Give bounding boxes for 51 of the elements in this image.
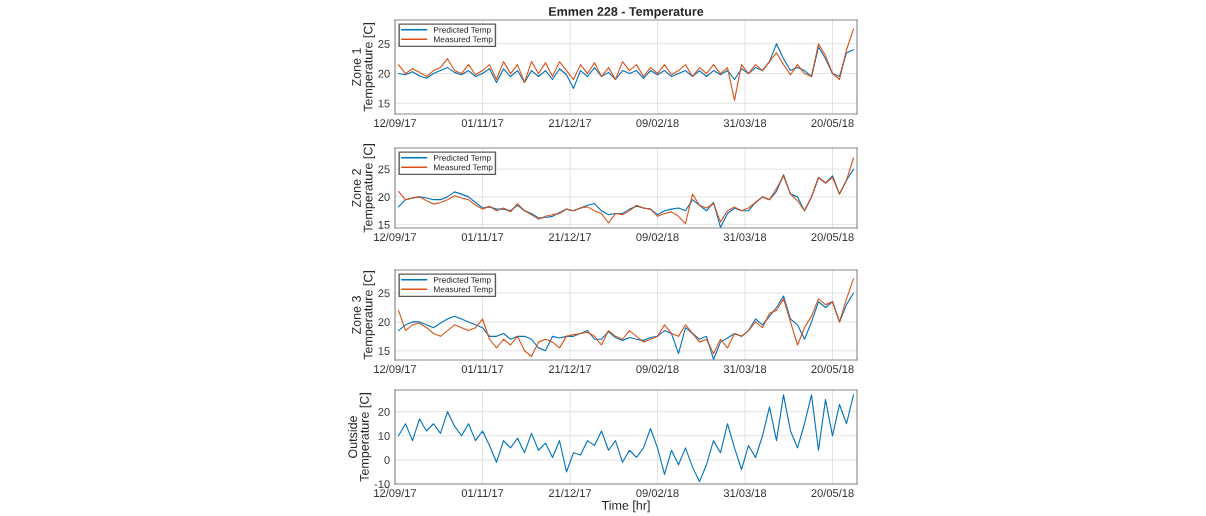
x-tick-label: 31/03/18 xyxy=(723,118,767,128)
x-tick-label: 20/05/18 xyxy=(811,118,854,128)
chart-title: Emmen 228 - Temperature xyxy=(549,7,704,19)
y-tick-label: 15 xyxy=(378,347,390,355)
y-axis-title: Zone 3 Temperature [C] xyxy=(352,271,375,360)
x-tick-label: 09/02/18 xyxy=(636,232,679,242)
legend-label: Predicted Temp xyxy=(434,276,491,285)
x-tick-label: 20/05/18 xyxy=(811,364,854,374)
legend-label: Measured Temp xyxy=(434,286,493,294)
x-tick-label: 20/05/18 xyxy=(811,488,854,498)
x-tick-label: 31/03/18 xyxy=(723,232,767,242)
y-tick-label: 25 xyxy=(378,289,390,298)
x-tick-label: 12/09/17 xyxy=(374,232,417,242)
legend-label: Predicted Temp xyxy=(434,26,491,35)
line-series xyxy=(397,28,855,101)
x-tick-label: 09/02/18 xyxy=(636,488,679,498)
x-tick-label: 12/09/17 xyxy=(374,364,417,374)
x-tick-label: 21/12/17 xyxy=(548,118,592,128)
legend-label: Predicted Temp xyxy=(434,154,491,163)
x-tick-label: 01/11/17 xyxy=(461,118,504,128)
x-tick-label: 21/12/17 xyxy=(548,232,592,242)
y-axis-title: Outside Temperature [C] xyxy=(348,393,372,482)
y-axis-title: Zone 1 Temperature [C] xyxy=(352,23,375,112)
x-axis-title: Time [hr] xyxy=(601,500,650,513)
y-tick-label: 0 xyxy=(384,456,390,465)
legend-label: Measured Temp xyxy=(434,36,493,44)
y-axis-title: Zone 2 Temperature [C] xyxy=(352,144,375,233)
x-tick-label: 12/09/17 xyxy=(374,118,417,128)
x-tick-label: 12/09/17 xyxy=(374,488,417,498)
x-tick-label: 31/03/18 xyxy=(723,488,767,498)
x-tick-label: 01/11/17 xyxy=(461,364,504,374)
x-tick-label: 01/11/17 xyxy=(461,232,504,242)
y-tick-label: 20 xyxy=(378,69,390,78)
x-tick-label: 21/12/17 xyxy=(548,364,592,374)
x-tick-label: 21/12/17 xyxy=(548,488,592,498)
x-tick-label: 31/03/18 xyxy=(723,364,767,374)
y-tick-label: 20 xyxy=(378,407,390,416)
y-tick-label: 25 xyxy=(378,165,390,174)
x-tick-label: 09/02/18 xyxy=(636,118,679,128)
y-tick-label: -10 xyxy=(374,480,390,489)
y-tick-label: 10 xyxy=(378,432,390,440)
y-tick-label: 20 xyxy=(378,318,390,327)
x-tick-label: 20/05/18 xyxy=(811,232,854,242)
y-tick-label: 20 xyxy=(378,193,390,202)
y-tick-label: 15 xyxy=(378,221,390,229)
y-tick-label: 25 xyxy=(378,40,390,48)
y-tick-label: 15 xyxy=(378,99,390,108)
line-series xyxy=(397,43,855,89)
x-tick-label: 09/02/18 xyxy=(636,364,679,374)
x-tick-label: 01/11/17 xyxy=(461,488,504,498)
legend-label: Measured Temp xyxy=(434,164,493,172)
